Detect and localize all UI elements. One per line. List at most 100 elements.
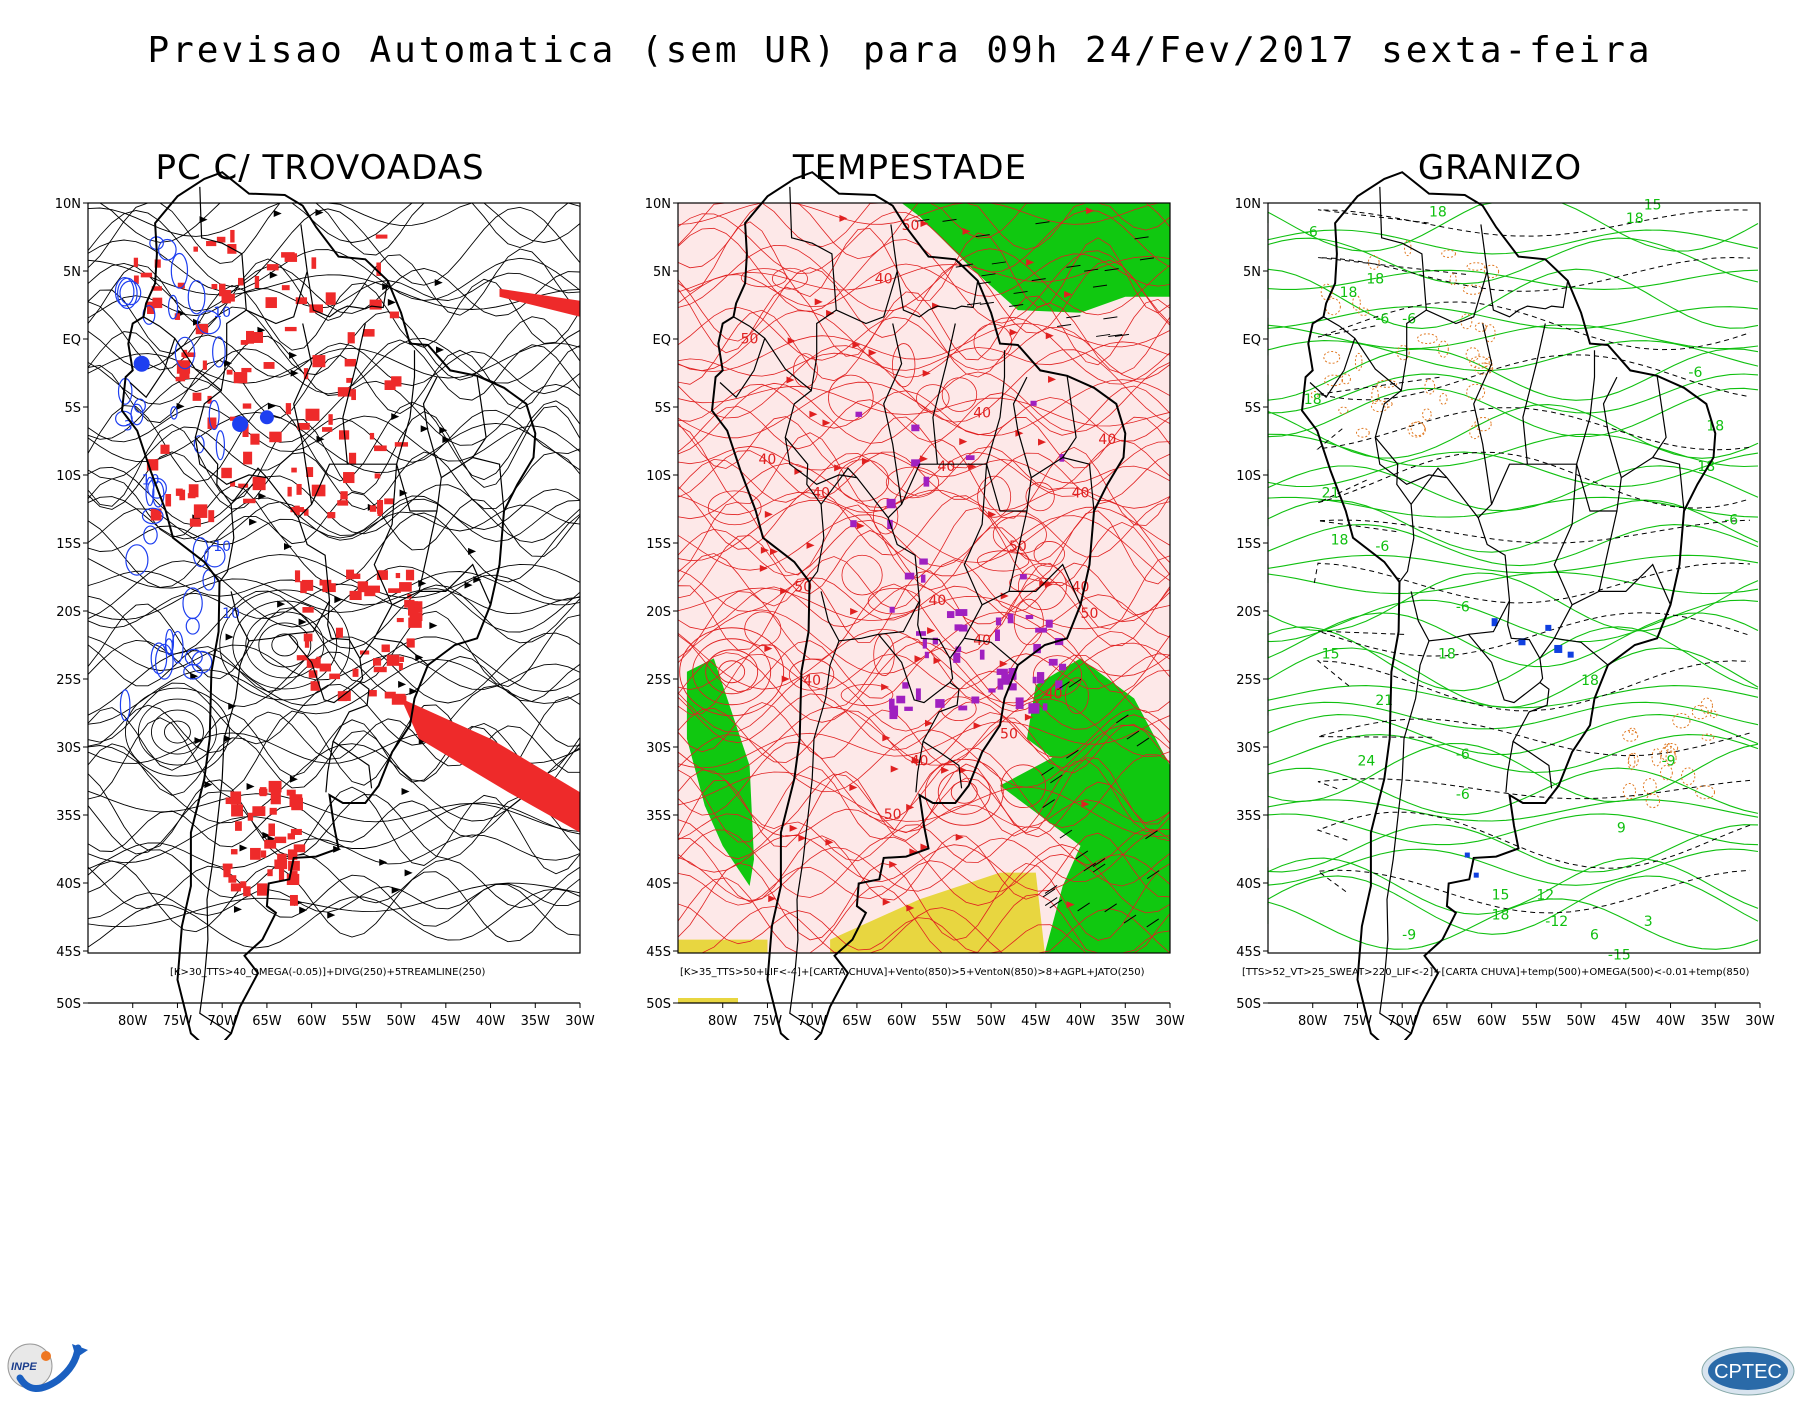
streamline xyxy=(677,555,1171,651)
temp500-contour xyxy=(1316,660,1751,712)
contour-label: 18 xyxy=(1331,533,1349,549)
stream-arrow xyxy=(399,489,408,497)
temp850-contour xyxy=(1267,685,1759,709)
omega-contour xyxy=(1672,713,1691,729)
lat-tick-label: 50S xyxy=(56,997,81,1012)
instability-area xyxy=(327,512,336,519)
instability-area xyxy=(369,299,382,310)
storm-area xyxy=(979,649,985,660)
storm-area xyxy=(954,624,963,631)
lat-tick-label: EQ xyxy=(1243,333,1261,348)
country-border xyxy=(440,375,487,479)
wind-barb xyxy=(1009,304,1024,308)
stream-arrow xyxy=(439,426,448,434)
omega-contour xyxy=(1627,753,1636,771)
contour-label: 21 xyxy=(1375,693,1393,709)
stream-arrow xyxy=(999,660,1008,668)
streamline xyxy=(87,603,581,687)
streamline xyxy=(677,832,1171,903)
country-border xyxy=(1467,600,1544,704)
omega-contour xyxy=(1439,393,1448,405)
country-border xyxy=(1571,510,1618,606)
contour-label: 40 xyxy=(1045,687,1063,703)
temp850-contour xyxy=(1267,799,1759,822)
country-border xyxy=(359,464,398,659)
instability-area xyxy=(267,869,273,877)
instability-area xyxy=(265,297,277,309)
country-border xyxy=(419,563,492,606)
lon-tick-label: 35W xyxy=(521,1014,551,1029)
wind-barb xyxy=(1134,236,1149,240)
contour-label: 18 xyxy=(1366,271,1384,287)
wind-barb xyxy=(1104,903,1117,913)
stream-arrow xyxy=(225,633,234,641)
instability-area xyxy=(277,853,287,864)
wind-barb xyxy=(1139,257,1154,261)
contour-label: -6 xyxy=(1402,312,1416,328)
omega-contour xyxy=(1701,733,1715,741)
instability-area xyxy=(301,579,314,591)
country-border xyxy=(789,640,840,1034)
instability-area xyxy=(242,423,249,438)
country-border xyxy=(1062,456,1095,512)
streamline xyxy=(87,342,581,384)
omega-contour xyxy=(1700,697,1713,715)
contour-label: 50 xyxy=(1081,606,1099,622)
streamline xyxy=(677,501,1171,585)
wind-barb xyxy=(1092,858,1106,867)
contour-label: 40 xyxy=(812,486,830,502)
country-border xyxy=(922,682,963,789)
contour-label: 40 xyxy=(803,673,821,689)
divergence-contour xyxy=(182,587,203,620)
divergence-contour xyxy=(133,398,146,413)
stream-arrow xyxy=(190,672,199,680)
lon-tick-label: 50W xyxy=(976,1014,1006,1029)
instability-area xyxy=(351,389,356,401)
divergence-contour xyxy=(114,276,135,307)
lat-tick-label: 25S xyxy=(56,673,81,688)
streamline xyxy=(677,757,1171,848)
stream-arrow xyxy=(289,775,298,783)
streamline xyxy=(677,631,1171,723)
contour-label: 18 xyxy=(1438,646,1456,662)
panel-storm: TEMPESTADE 50 40 50 40 40 50 40 50 40 40 50 40 40 40 5… xyxy=(630,140,1190,1040)
streamline xyxy=(677,835,1171,892)
stream-arrow xyxy=(269,271,278,279)
streamline xyxy=(677,286,1171,366)
wind-barb xyxy=(1049,899,1063,909)
lon-tick-label: 65W xyxy=(252,1014,282,1029)
instability-area xyxy=(366,585,380,593)
contour-label: -9 xyxy=(1402,928,1416,944)
panel-hail: GRANIZO 18 15 18 -6 -6 -6 18 18 18 21 18 -6 -6 18 15 21… xyxy=(1220,140,1780,1040)
instability-area xyxy=(260,850,267,858)
lat-tick-label: 35S xyxy=(1236,809,1261,824)
instability-area xyxy=(395,572,401,579)
storm-area xyxy=(971,696,980,704)
temp850-contour xyxy=(1267,742,1759,803)
instability-area xyxy=(269,431,282,443)
stream-arrow xyxy=(334,596,343,604)
temp850-contour xyxy=(1267,433,1759,468)
streamline xyxy=(87,504,581,552)
contour-label: -15 xyxy=(1608,948,1631,964)
instability-area xyxy=(305,408,320,421)
wind-barb xyxy=(975,234,990,238)
wind-barb xyxy=(1096,333,1111,337)
temp850-contour xyxy=(1267,499,1759,553)
instability-area xyxy=(322,427,333,432)
vortex xyxy=(258,622,312,668)
instability-area xyxy=(146,459,159,471)
stream-arrow xyxy=(228,702,237,710)
omega-contour xyxy=(1371,400,1389,413)
contour-label: -6 xyxy=(1456,747,1470,763)
isoline xyxy=(885,466,940,499)
vortex xyxy=(125,687,230,777)
instability-area xyxy=(369,505,377,512)
streamline xyxy=(677,741,1171,828)
streamline xyxy=(677,221,1171,314)
instability-area xyxy=(337,387,352,397)
isoline xyxy=(1000,764,1046,808)
rain-area xyxy=(678,998,738,1003)
panel-caption: [TTS>52_VT>25_SWEAT>220_LIF<-2]+[CARTA C… xyxy=(1242,967,1750,978)
omega-contour xyxy=(1437,340,1449,358)
